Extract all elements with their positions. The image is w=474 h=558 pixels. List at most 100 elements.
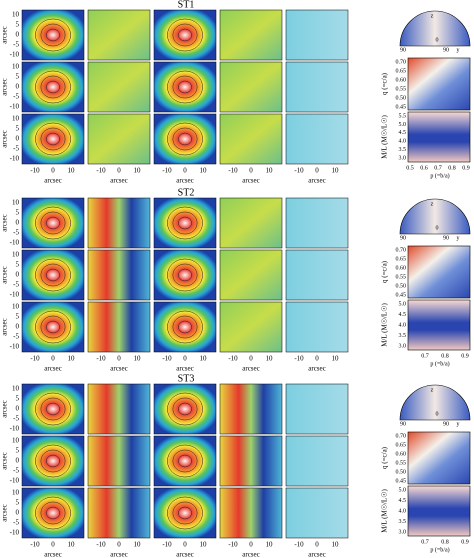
- ml-tick-label: 4.5: [399, 312, 407, 318]
- x-tick-label: 10: [266, 355, 274, 363]
- map-panel: [285, 197, 349, 249]
- contour: [178, 268, 192, 282]
- y-tick-label: 0: [16, 219, 20, 227]
- y-tick-label: -10: [10, 529, 20, 537]
- map-panel: [285, 435, 349, 487]
- contour: [40, 397, 66, 421]
- x-tick-label: 10: [134, 355, 142, 363]
- map-panel: [21, 487, 85, 539]
- contour: [35, 444, 71, 478]
- y-tick-label: 0: [16, 271, 20, 279]
- x-tick-label: 10: [68, 355, 76, 363]
- y-tick-label: 0: [16, 509, 20, 517]
- x-axis-label: arcsec: [308, 177, 325, 185]
- y-axis-label: arcsec: [1, 26, 9, 43]
- contour: [172, 449, 198, 473]
- y-tick-label: -5: [13, 41, 19, 49]
- x-tick-label: 0: [117, 541, 121, 549]
- p-tick-label: 0.8: [441, 539, 449, 545]
- p-tick-label: 0.7: [434, 165, 442, 171]
- map-panel: [153, 9, 217, 61]
- map-panel: [219, 487, 283, 539]
- y-tick-label: 5: [16, 395, 20, 403]
- q-tick-label: 0.65: [396, 442, 407, 448]
- q-axis-label: q (=c/a): [381, 260, 389, 283]
- contour: [40, 23, 66, 47]
- contour: [35, 496, 71, 530]
- y-axis-label: arcsec: [1, 452, 9, 469]
- x-axis-label: arcsec: [176, 365, 193, 373]
- ml-tick-label: 5.5: [399, 113, 407, 119]
- contour: [35, 392, 71, 426]
- polar-label: 0: [436, 411, 439, 417]
- contour: [172, 263, 198, 287]
- x-tick-label: 10: [200, 355, 208, 363]
- contour: [40, 127, 66, 151]
- x-tick-label: -10: [294, 355, 304, 363]
- y-tick-label: 5: [16, 313, 20, 321]
- polar-label: y: [457, 47, 460, 53]
- map-panel: [153, 383, 217, 435]
- q-tick-label: 0.45: [396, 104, 407, 110]
- polar-label: y: [457, 235, 460, 241]
- x-tick-label: -10: [162, 167, 172, 175]
- q-axis-label: q (=c/a): [381, 446, 389, 469]
- contour: [35, 258, 71, 292]
- y-axis-label: arcsec: [1, 318, 9, 335]
- contour: [35, 310, 71, 344]
- contour: [178, 402, 192, 416]
- contour: [35, 122, 71, 156]
- ml-tick-label: 3.5: [399, 147, 407, 153]
- contour: [172, 397, 198, 421]
- contour: [167, 258, 203, 292]
- y-tick-label: -5: [13, 93, 19, 101]
- map-panel: [21, 383, 85, 435]
- contour: [46, 454, 60, 468]
- map-panel: [87, 435, 151, 487]
- y-tick-label: -5: [13, 415, 19, 423]
- ml-tick-label: 3.5: [399, 333, 407, 339]
- q-panel: [407, 431, 471, 485]
- ml-tick-label: 3.5: [399, 519, 407, 525]
- x-tick-label: 0: [183, 167, 187, 175]
- p-axis-label: p (=b/a): [430, 546, 449, 553]
- x-tick-label: -10: [96, 541, 106, 549]
- contour: [46, 28, 60, 42]
- map-panel: [21, 113, 85, 165]
- x-tick-label: 0: [51, 541, 55, 549]
- y-tick-label: 5: [16, 447, 20, 455]
- x-axis-label: arcsec: [242, 365, 259, 373]
- contour: [167, 122, 203, 156]
- contour: [167, 206, 203, 240]
- contour: [40, 211, 66, 235]
- polar-plot: [399, 384, 471, 421]
- x-tick-label: 10: [134, 541, 142, 549]
- ml-tick-label: 3.0: [399, 155, 407, 161]
- map-panel: [87, 383, 151, 435]
- x-tick-label: -10: [228, 167, 238, 175]
- polar-label: 90: [443, 235, 449, 241]
- x-axis-label: arcsec: [110, 365, 127, 373]
- y-tick-label: -5: [13, 467, 19, 475]
- x-axis-label: arcsec: [308, 551, 325, 558]
- map-panel: [21, 435, 85, 487]
- ml-axis-label: M/L (M☉/L☉): [381, 303, 389, 347]
- map-panel: [153, 301, 217, 353]
- map-panel: [21, 61, 85, 113]
- p-tick-label: 0.9: [462, 165, 470, 171]
- x-tick-label: 10: [332, 541, 340, 549]
- y-tick-label: 10: [12, 303, 20, 311]
- x-tick-label: 10: [68, 541, 76, 549]
- y-axis-label: arcsec: [1, 266, 9, 283]
- contour: [178, 80, 192, 94]
- contour: [172, 501, 198, 525]
- y-tick-label: -5: [13, 333, 19, 341]
- y-tick-label: -10: [10, 477, 20, 485]
- q-tick-label: 0.55: [396, 460, 407, 466]
- q-tick-label: 0.70: [396, 59, 407, 65]
- x-tick-label: -10: [162, 541, 172, 549]
- map-panel: [87, 61, 151, 113]
- x-axis-label: arcsec: [44, 551, 61, 558]
- y-axis-label: arcsec: [1, 130, 9, 147]
- y-tick-label: 5: [16, 499, 20, 507]
